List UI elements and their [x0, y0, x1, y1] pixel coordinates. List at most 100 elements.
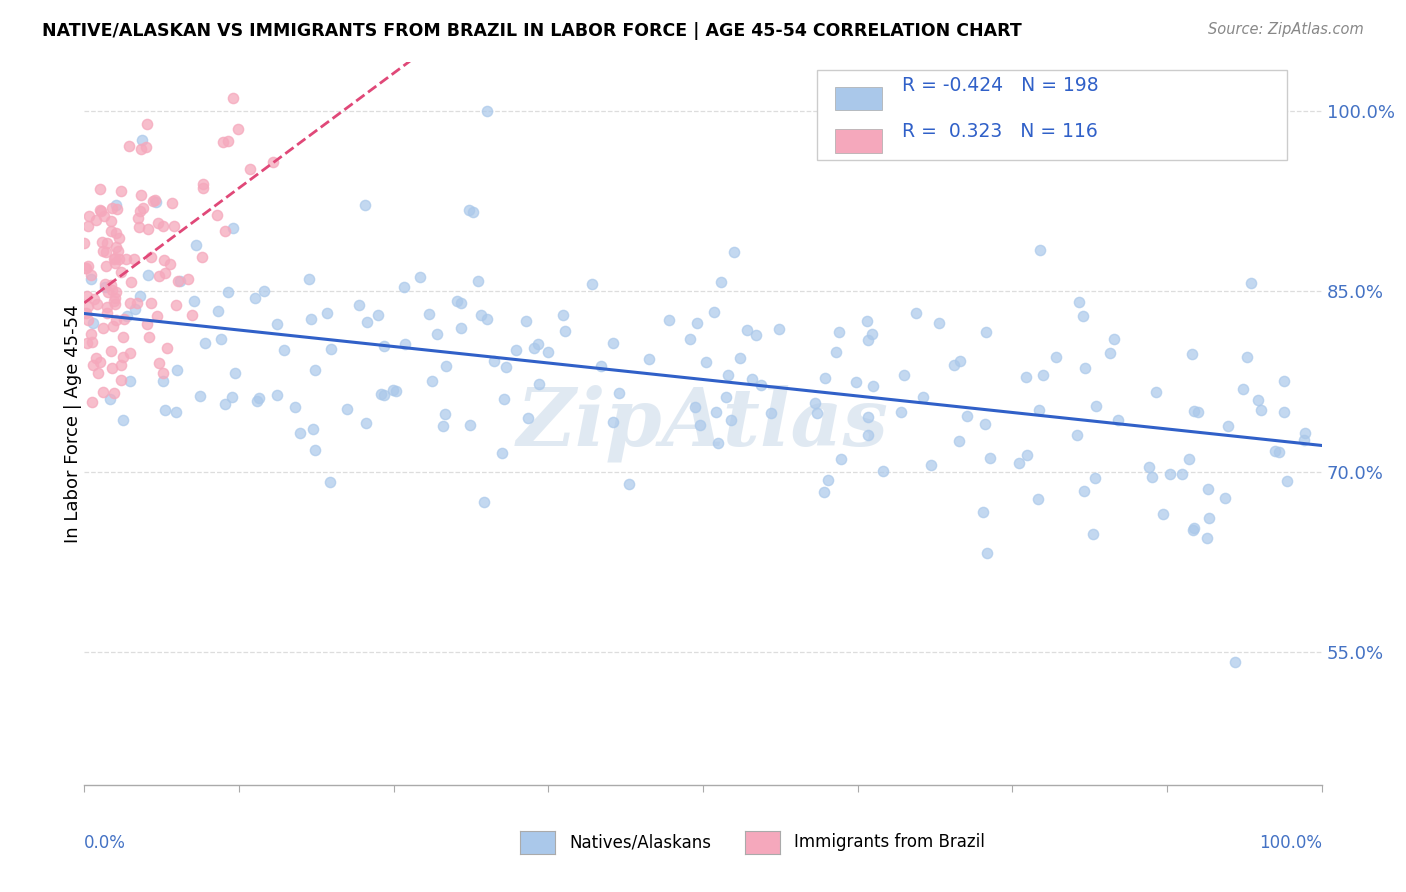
Point [129, 142, 152, 156]
Point [101, 202, 124, 216]
Point [132, 201, 155, 215]
Point [433, 407, 456, 421]
Point [266, 388, 288, 402]
Y-axis label: In Labor Force | Age 45-54: In Labor Force | Age 45-54 [65, 304, 82, 543]
Point [862, 379, 884, 393]
Point [193, 181, 215, 195]
Point [475, 312, 498, 326]
Point [367, 308, 389, 322]
Text: 100.0%: 100.0% [1258, 834, 1322, 852]
Point [446, 293, 468, 308]
Point [145, 194, 167, 209]
Point [373, 387, 395, 401]
Point [1084, 471, 1107, 485]
Point [134, 139, 156, 153]
Point [976, 546, 998, 560]
Point [1014, 370, 1036, 384]
Point [266, 317, 288, 331]
Point [979, 451, 1001, 466]
Point [347, 298, 370, 312]
Point [228, 122, 250, 136]
Point [505, 343, 527, 358]
Point [80, 326, 103, 341]
Point [492, 392, 515, 406]
Point [1275, 475, 1298, 489]
Point [184, 238, 207, 252]
Point [166, 274, 188, 288]
Point [104, 251, 127, 265]
Point [188, 389, 211, 403]
Point [100, 214, 122, 228]
Point [239, 161, 262, 176]
Point [1223, 655, 1246, 669]
Point [813, 485, 835, 500]
Point [156, 341, 179, 355]
Point [153, 266, 176, 280]
Point [607, 386, 630, 401]
Point [183, 293, 205, 308]
Point [1107, 413, 1129, 427]
Point [214, 224, 236, 238]
Point [1015, 448, 1038, 462]
Point [91, 321, 114, 335]
Point [860, 327, 883, 342]
Point [806, 406, 828, 420]
Point [91, 384, 114, 399]
Text: R =  0.323   N = 116: R = 0.323 N = 116 [903, 121, 1098, 141]
Point [589, 359, 612, 374]
Point [432, 418, 454, 433]
Point [1198, 511, 1220, 525]
Point [214, 397, 236, 411]
Point [76, 336, 98, 351]
Point [1028, 403, 1050, 417]
Point [98, 392, 121, 406]
Point [482, 354, 505, 368]
Point [679, 332, 702, 346]
Point [904, 306, 927, 320]
Point [83, 292, 105, 306]
Point [515, 314, 537, 328]
Point [253, 284, 276, 298]
Point [222, 91, 245, 105]
Point [554, 324, 576, 338]
Point [1180, 347, 1202, 361]
Point [165, 298, 187, 312]
Point [373, 339, 395, 353]
Point [105, 313, 128, 327]
Point [96, 306, 118, 320]
Point [872, 465, 894, 479]
Point [827, 326, 849, 340]
Point [516, 411, 538, 425]
Point [104, 256, 127, 270]
Point [856, 409, 879, 424]
Point [75, 306, 97, 320]
Point [138, 329, 160, 343]
Point [107, 244, 129, 258]
Point [315, 306, 337, 320]
Point [84, 213, 107, 227]
Point [972, 505, 994, 519]
Point [1236, 350, 1258, 364]
Point [82, 395, 104, 409]
Point [77, 313, 100, 327]
Point [73, 260, 96, 275]
Point [100, 224, 122, 238]
Point [94, 280, 117, 294]
Point [104, 198, 127, 212]
Point [163, 219, 186, 233]
Point [409, 270, 432, 285]
Point [191, 177, 214, 191]
Point [128, 219, 150, 234]
Point [159, 257, 181, 271]
Point [141, 250, 163, 264]
Point [1171, 467, 1194, 482]
Point [136, 317, 159, 331]
Point [299, 311, 322, 326]
Point [89, 203, 111, 218]
Point [1098, 346, 1121, 360]
Point [1177, 452, 1199, 467]
Point [146, 309, 169, 323]
Point [1152, 507, 1174, 521]
Point [1142, 469, 1164, 483]
Point [217, 134, 239, 148]
